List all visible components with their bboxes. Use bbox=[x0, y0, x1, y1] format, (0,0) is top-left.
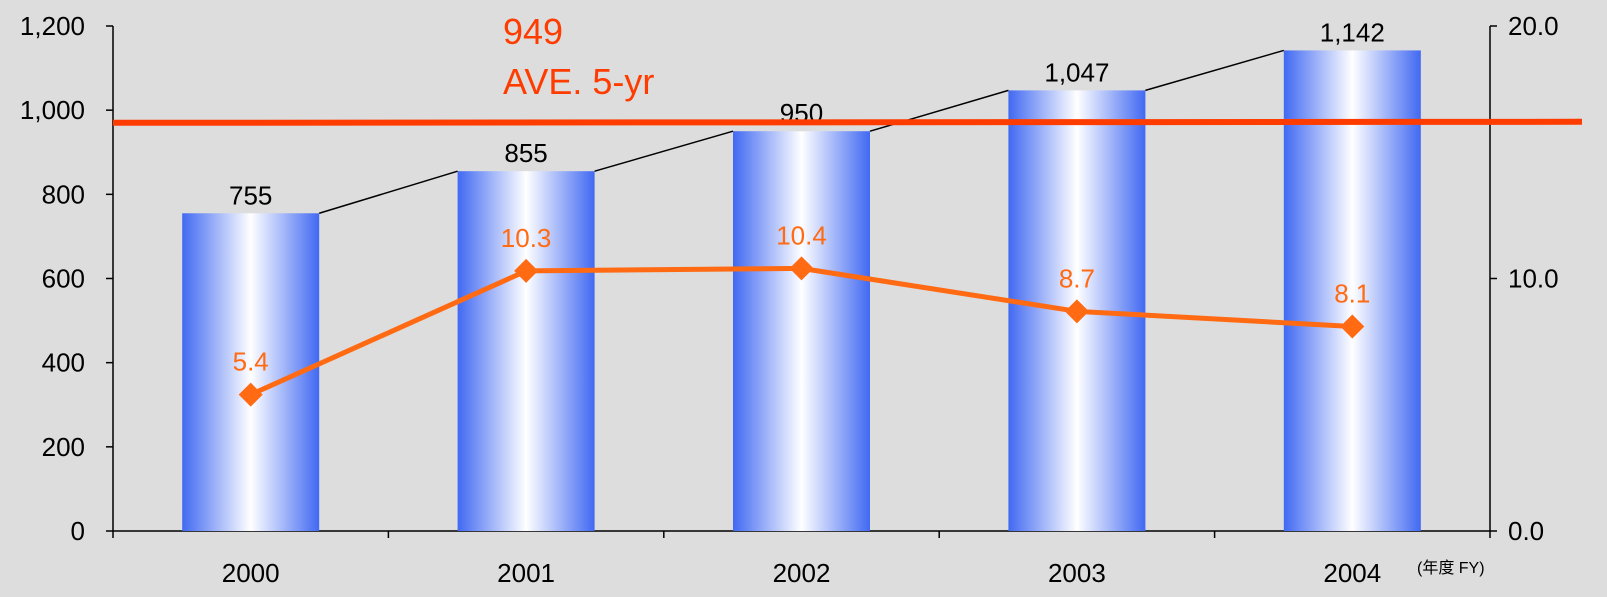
bar bbox=[457, 171, 595, 531]
x-tick-label: 2001 bbox=[497, 558, 555, 588]
x-tick-label: 2002 bbox=[773, 558, 831, 588]
bar-connector bbox=[594, 130, 734, 172]
right-tick-label: 10.0 bbox=[1508, 264, 1559, 294]
line-data-label: 10.4 bbox=[776, 220, 827, 250]
left-tick-label: 1,200 bbox=[20, 11, 85, 41]
right-y-axis: 0.0 10.0 20.0 bbox=[1489, 11, 1559, 546]
line-data-label: 5.4 bbox=[233, 347, 269, 377]
x-tick-label: 2003 bbox=[1048, 558, 1106, 588]
average-text-label: AVE. 5-yr bbox=[503, 61, 654, 102]
diamond-marker bbox=[789, 256, 814, 281]
average-value-label: 949 bbox=[503, 11, 563, 52]
diamond-marker bbox=[1064, 299, 1089, 324]
right-tick-label: 0.0 bbox=[1508, 516, 1544, 546]
x-tick-label: 2000 bbox=[222, 558, 280, 588]
line-series: 5.4 10.3 10.4 8.7 8.1 bbox=[233, 220, 1370, 407]
bar-data-label: 1,047 bbox=[1044, 57, 1109, 87]
bar-data-label: 755 bbox=[229, 180, 272, 210]
left-tick-label: 800 bbox=[42, 179, 85, 209]
left-y-axis: 0 200 400 600 800 1,000 1,200 bbox=[20, 11, 114, 546]
bar-connector bbox=[1145, 49, 1285, 92]
bar-connector bbox=[318, 170, 458, 214]
line-data-label: 10.3 bbox=[501, 223, 552, 253]
x-axis: 2000 2001 2002 2003 2004 bbox=[112, 530, 1491, 588]
diamond-marker bbox=[514, 258, 539, 283]
line-data-label: 8.1 bbox=[1334, 278, 1370, 308]
left-tick-label: 200 bbox=[42, 432, 85, 462]
right-tick-label: 20.0 bbox=[1508, 11, 1559, 41]
left-tick-label: 1,000 bbox=[20, 95, 85, 125]
line-data-label: 8.7 bbox=[1059, 263, 1095, 293]
bar-data-label: 855 bbox=[504, 138, 547, 168]
left-tick-label: 0 bbox=[71, 516, 85, 546]
bar bbox=[1283, 50, 1421, 532]
x-unit-label: (年度 FY) bbox=[1417, 559, 1485, 577]
bar bbox=[733, 131, 870, 532]
average-reference: 949 AVE. 5-yr bbox=[112, 11, 1583, 126]
x-tick-label: 2004 bbox=[1323, 558, 1381, 588]
left-tick-label: 400 bbox=[42, 348, 85, 378]
left-tick-label: 600 bbox=[42, 264, 85, 294]
bar-data-label: 1,142 bbox=[1320, 17, 1385, 47]
average-line bbox=[112, 118, 1583, 126]
diamond-marker bbox=[238, 382, 263, 407]
diamond-marker bbox=[1340, 314, 1365, 339]
